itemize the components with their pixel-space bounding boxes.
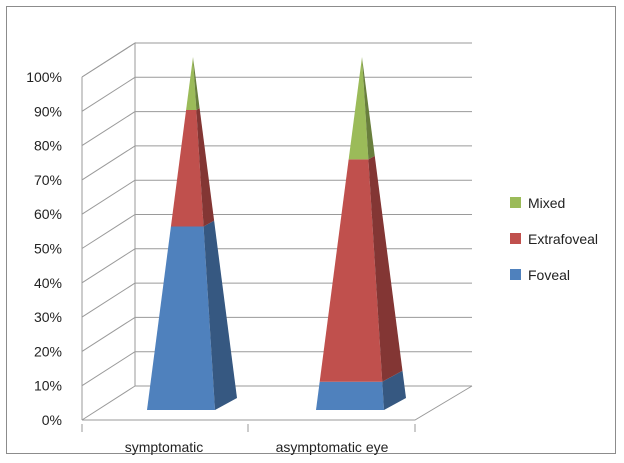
y-tick-label: 90%: [34, 103, 62, 119]
floor-edge: [82, 385, 473, 421]
gridline-diagonal: [81, 42, 136, 78]
y-tick-label: 40%: [34, 275, 62, 291]
legend-label-extrafoveal: Extrafoveal: [528, 231, 598, 247]
pyramid-segment-foveal: [316, 381, 384, 410]
pyramid-side-mixed: [193, 57, 200, 110]
gridline-diagonal: [81, 316, 136, 352]
gridline-diagonal: [81, 214, 136, 249]
pyramid-segment-extrafoveal: [319, 159, 383, 382]
pyramid-side-foveal: [382, 370, 406, 410]
pyramids: [147, 57, 406, 410]
legend-swatch-extrafoveal: [510, 233, 521, 244]
gridline-diagonal: [81, 351, 136, 387]
y-tick-label: 20%: [34, 343, 62, 359]
gridline-diagonal: [81, 76, 136, 112]
legend-label-foveal: Foveal: [528, 267, 570, 283]
gridline-diagonal: [81, 179, 136, 215]
legend-label-mixed: Mixed: [528, 195, 565, 211]
x-category-label: asymptomatic eye: [276, 439, 389, 455]
gridline-diagonal: [81, 385, 136, 421]
pyramid-segment-foveal: [147, 226, 215, 410]
y-tick-label: 50%: [34, 241, 62, 257]
gridline-diagonal: [81, 111, 136, 147]
x-category-label: symptomatic: [125, 439, 204, 455]
pyramid-side-extrafoveal: [196, 108, 215, 227]
y-tick-label: 70%: [34, 172, 62, 188]
pyramid-segment-mixed: [348, 57, 369, 160]
pyramid-segment-mixed: [186, 57, 197, 110]
gridline-diagonal: [81, 282, 136, 318]
pyramid-side-mixed: [362, 57, 375, 160]
pyramid-segment-extrafoveal: [170, 109, 204, 227]
y-tick-label: 30%: [34, 309, 62, 325]
y-tick-label: 10%: [34, 378, 62, 394]
pyramid-side-extrafoveal: [368, 155, 403, 382]
y-tick-label: 100%: [26, 69, 62, 85]
gridline-diagonal: [81, 248, 136, 284]
y-tick-label: 0%: [42, 412, 62, 428]
y-tick-label: 80%: [34, 138, 62, 154]
y-axis-ticks: 0% 10% 20% 30% 40% 50% 60% 70% 80% 90% 100%: [26, 69, 62, 428]
gridline-diagonal: [81, 145, 136, 181]
legend-swatch-foveal: [510, 269, 521, 280]
chart-frame: [6, 6, 616, 454]
chart-walls: [81, 42, 473, 432]
y-tick-label: 60%: [34, 206, 62, 222]
legend: Mixed Extrafoveal Foveal: [510, 195, 598, 283]
gridlines: [81, 42, 472, 421]
x-axis-categories: symptomatic asymptomatic eye: [125, 439, 389, 455]
legend-swatch-mixed: [510, 197, 521, 208]
pyramid-side-foveal: [203, 220, 237, 410]
